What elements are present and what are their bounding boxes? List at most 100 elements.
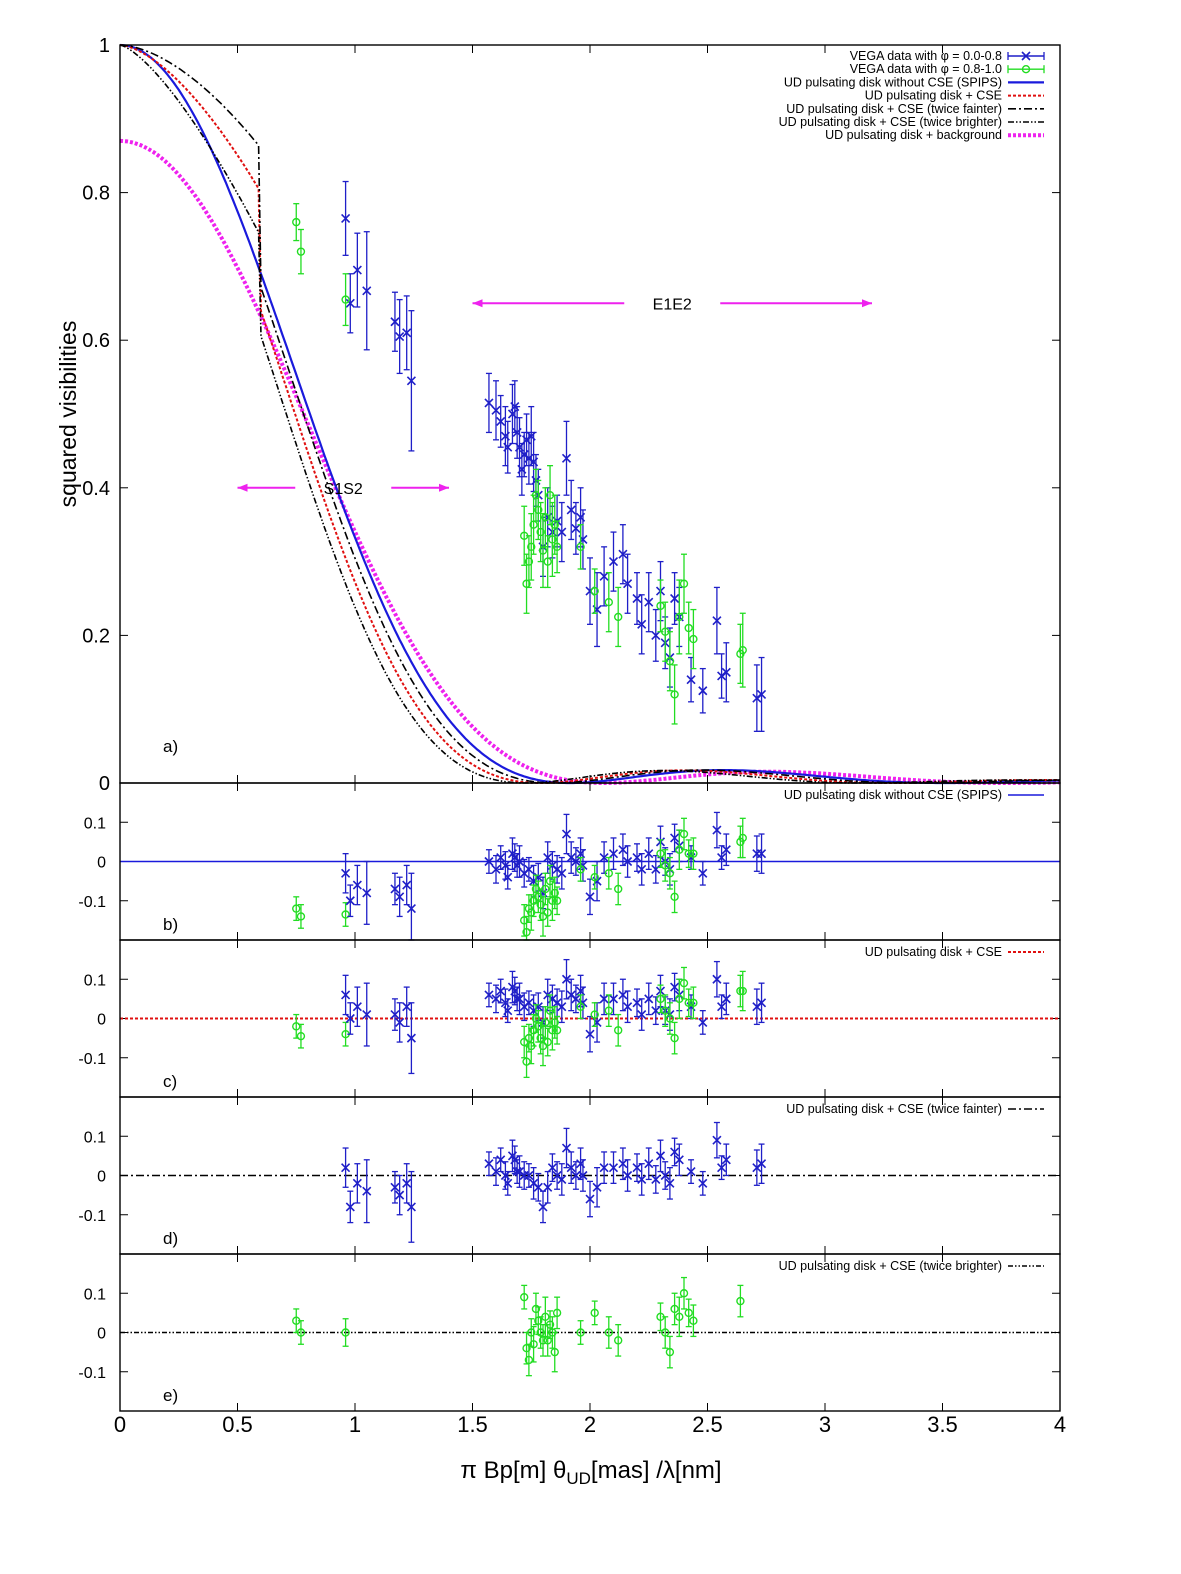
data-point-circle — [552, 542, 562, 552]
data-point-cross — [721, 994, 731, 1004]
data-point-cross — [529, 1178, 539, 1188]
data-point-cross — [712, 616, 722, 626]
data-point-cross — [644, 597, 654, 607]
x-tick-label: 3 — [819, 1412, 831, 1437]
curve-cse — [119, 44, 1061, 784]
panel-b: -0.1 0 0.1 b) UD pulsating disk without CSE … — [78, 783, 1061, 941]
data-point-cross — [618, 990, 628, 1000]
x-tick-label: 1 — [349, 1412, 361, 1437]
data-point-cross — [484, 990, 494, 1000]
panel-label: c) — [163, 1072, 177, 1091]
data-point-cross — [543, 1182, 553, 1192]
data-point-cross — [670, 1147, 680, 1157]
data-point-cross — [717, 853, 727, 863]
data-point-cross — [341, 1163, 351, 1173]
legend-label: UD pulsating disk + CSE (twice brighter) — [779, 1259, 1002, 1273]
data-point-cross — [644, 1159, 654, 1169]
data-point-cross — [491, 1167, 501, 1177]
data-point-cross — [543, 853, 553, 863]
arrow-head — [472, 299, 483, 308]
y-tick-label: 1 — [99, 35, 110, 57]
data-point-cross — [655, 1151, 666, 1161]
data-point-circle — [670, 690, 679, 699]
curve-brighter — [119, 44, 1060, 784]
data-point-cross — [566, 853, 576, 863]
data-point-circle — [689, 998, 698, 1007]
data-point-circle — [576, 865, 585, 874]
data-point-cross — [552, 864, 562, 874]
data-point-circle — [548, 535, 557, 544]
data-point-cross — [651, 1006, 661, 1016]
panel-e: -0.1 0 0.1 e) UD pulsating disk + CSE (twice… — [78, 1254, 1061, 1411]
data-point-circle — [292, 904, 301, 913]
curve-spips — [119, 43, 1060, 785]
data-point-cross — [608, 1163, 619, 1173]
data-point-circle — [524, 557, 534, 566]
data-point-cross — [496, 1155, 506, 1165]
data-point-circle — [531, 1304, 541, 1314]
arrow-label: S1S2 — [324, 481, 363, 498]
data-point-circle — [296, 912, 306, 921]
data-point-circle — [679, 978, 689, 988]
data-point-cross — [717, 1002, 727, 1012]
y-tick-label: 0.1 — [84, 815, 106, 832]
y-tick-label: -0.1 — [78, 894, 106, 911]
data-point-cross — [599, 994, 609, 1004]
data-point-cross — [514, 994, 525, 1004]
data-point-circle — [661, 1006, 670, 1015]
legend-label: UD pulsating disk + background — [825, 128, 1002, 142]
data-point-circle — [541, 1312, 550, 1322]
data-point-cross — [698, 1017, 708, 1027]
data-point-cross — [345, 896, 355, 906]
x-label-rest: [mas] /λ[nm] — [591, 1457, 722, 1484]
data-point-cross — [585, 892, 595, 902]
data-point-circle — [543, 1336, 552, 1345]
data-point-cross — [352, 1002, 362, 1012]
data-point-cross — [395, 892, 405, 902]
data-point-cross — [651, 1174, 661, 1184]
data-point-cross — [712, 825, 722, 835]
x-label-pi: π — [460, 1457, 477, 1484]
data-point-cross — [608, 557, 619, 567]
data-point-cross — [561, 1143, 572, 1153]
data-point-circle — [292, 1022, 301, 1031]
data-point-cross — [402, 1178, 412, 1188]
legend-label: UD pulsating disk without CSE (SPIPS) — [784, 75, 1002, 89]
data-point-circle — [550, 1018, 559, 1027]
data-point-cross — [660, 1170, 670, 1181]
data-point-circle — [522, 1057, 531, 1066]
data-point-cross — [352, 880, 362, 890]
data-point-circle — [292, 217, 301, 227]
curve-fainter — [119, 44, 1060, 784]
data-point-cross — [623, 1170, 633, 1181]
data-point-circle — [604, 1328, 613, 1337]
data-point-circle — [590, 1010, 599, 1019]
x-tick-label: 1.5 — [457, 1412, 488, 1437]
data-point-circle — [527, 1328, 536, 1337]
data-point-circle — [524, 1033, 534, 1043]
panel-label: e) — [163, 1386, 178, 1405]
data-point-cross — [670, 593, 680, 604]
data-point-cross — [484, 856, 494, 867]
y-tick-label: 0.2 — [82, 625, 110, 647]
data-point-cross — [514, 1167, 525, 1177]
data-point-cross — [721, 845, 731, 855]
data-point-circle — [541, 1018, 550, 1027]
data-point-circle — [738, 986, 747, 996]
data-point-cross — [592, 1182, 602, 1192]
data-point-cross — [362, 286, 372, 296]
data-point-cross — [721, 1155, 731, 1165]
data-point-circle — [689, 634, 698, 644]
data-point-cross — [406, 376, 416, 386]
legend-label: UD pulsating disk + CSE (twice brighter) — [779, 115, 1002, 129]
data-point-cross — [406, 1202, 416, 1212]
data-point-cross — [524, 998, 534, 1008]
data-point-cross — [484, 1159, 494, 1169]
data-point-circle — [296, 1328, 306, 1337]
data-point-cross — [756, 998, 767, 1008]
data-point-cross — [665, 1178, 675, 1188]
data-point-cross — [503, 1178, 513, 1188]
y-tick-label: 0.6 — [82, 330, 110, 352]
data-point-cross — [345, 298, 355, 308]
